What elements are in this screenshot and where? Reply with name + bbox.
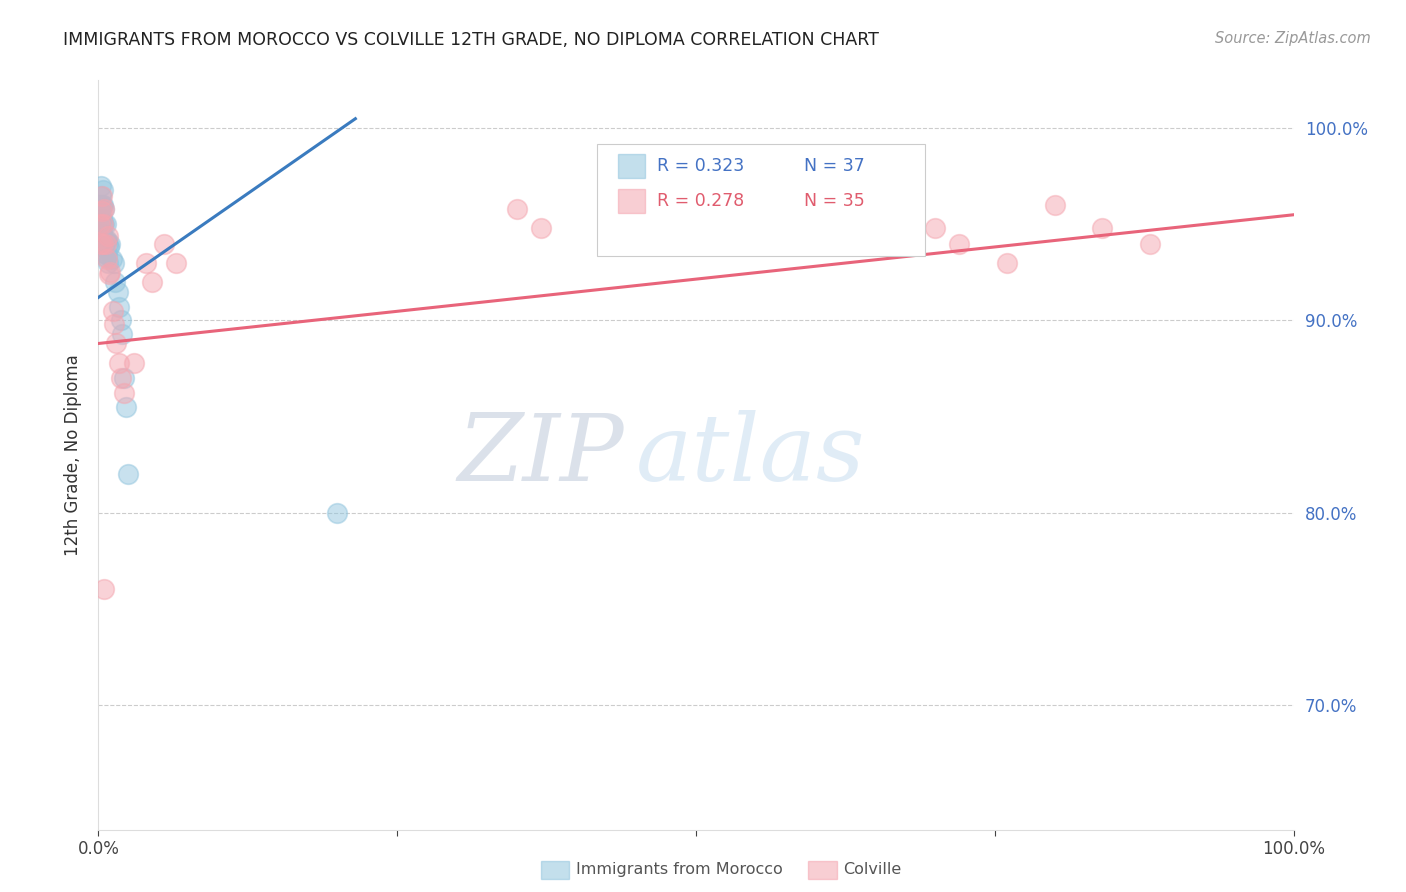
Point xyxy=(91,188,114,202)
Point xyxy=(91,236,114,251)
Point xyxy=(91,218,114,232)
Point xyxy=(89,198,111,212)
Point xyxy=(733,221,755,235)
Point xyxy=(91,240,114,254)
Point xyxy=(1139,236,1161,251)
Point xyxy=(93,202,115,216)
Point xyxy=(103,318,125,332)
Point xyxy=(107,300,129,314)
Point xyxy=(97,256,120,270)
Text: IMMIGRANTS FROM MOROCCO VS COLVILLE 12TH GRADE, NO DIPLOMA CORRELATION CHART: IMMIGRANTS FROM MOROCCO VS COLVILLE 12TH… xyxy=(63,31,879,49)
Point xyxy=(89,218,111,232)
Point xyxy=(91,198,114,212)
Bar xyxy=(619,189,644,213)
Point xyxy=(98,236,122,251)
Point xyxy=(153,236,176,251)
Point xyxy=(93,582,115,597)
Point xyxy=(141,275,163,289)
Point xyxy=(91,231,114,245)
Point xyxy=(326,506,349,520)
Point xyxy=(112,386,135,401)
Text: ZIP: ZIP xyxy=(457,410,624,500)
Point xyxy=(90,236,112,251)
Point xyxy=(804,198,827,212)
Point xyxy=(98,240,121,254)
Point xyxy=(96,233,118,247)
Point xyxy=(117,467,139,482)
Point xyxy=(103,256,125,270)
Point xyxy=(112,371,135,385)
Point xyxy=(1091,221,1114,235)
Point xyxy=(94,233,117,247)
Point xyxy=(91,183,114,197)
Point xyxy=(709,202,731,216)
Point xyxy=(530,221,553,235)
Point xyxy=(107,356,129,370)
FancyBboxPatch shape xyxy=(596,144,925,256)
Point xyxy=(91,203,114,218)
Point xyxy=(93,218,115,232)
Point xyxy=(100,252,122,266)
Point xyxy=(97,228,120,243)
Point xyxy=(96,248,118,262)
Point xyxy=(110,371,132,385)
Point xyxy=(91,198,114,212)
Point xyxy=(107,285,129,299)
Point xyxy=(1043,198,1066,212)
Point xyxy=(948,236,970,251)
Point xyxy=(506,202,529,216)
Point xyxy=(115,400,138,414)
Point xyxy=(96,252,118,266)
Point xyxy=(97,236,120,251)
Text: Immigrants from Morocco: Immigrants from Morocco xyxy=(576,863,783,877)
Point xyxy=(93,233,115,247)
Text: R = 0.323: R = 0.323 xyxy=(657,157,744,175)
Point xyxy=(90,202,112,216)
Point xyxy=(98,265,122,279)
Text: N = 35: N = 35 xyxy=(804,192,865,210)
Text: R = 0.278: R = 0.278 xyxy=(657,192,744,210)
Point xyxy=(94,218,117,232)
Point xyxy=(124,356,146,370)
Y-axis label: 12th Grade, No Diploma: 12th Grade, No Diploma xyxy=(65,354,83,556)
Point xyxy=(105,336,128,351)
Point xyxy=(91,227,114,241)
Point xyxy=(94,236,117,251)
Point xyxy=(90,188,112,202)
Point xyxy=(104,275,127,289)
Point xyxy=(91,218,114,232)
Text: Source: ZipAtlas.com: Source: ZipAtlas.com xyxy=(1215,31,1371,46)
Bar xyxy=(619,153,644,178)
Text: Colville: Colville xyxy=(844,863,901,877)
Text: N = 37: N = 37 xyxy=(804,157,865,175)
Point xyxy=(995,256,1018,270)
Point xyxy=(110,313,132,327)
Point xyxy=(89,213,111,227)
Point xyxy=(91,211,114,226)
Point xyxy=(98,268,121,282)
Point xyxy=(90,178,112,193)
Point xyxy=(924,221,946,235)
Point xyxy=(93,202,115,216)
Text: atlas: atlas xyxy=(637,410,866,500)
Point xyxy=(101,303,124,318)
Point xyxy=(93,246,115,260)
Point xyxy=(94,250,117,264)
Point xyxy=(111,326,134,341)
Point xyxy=(165,256,187,270)
Point xyxy=(135,256,157,270)
